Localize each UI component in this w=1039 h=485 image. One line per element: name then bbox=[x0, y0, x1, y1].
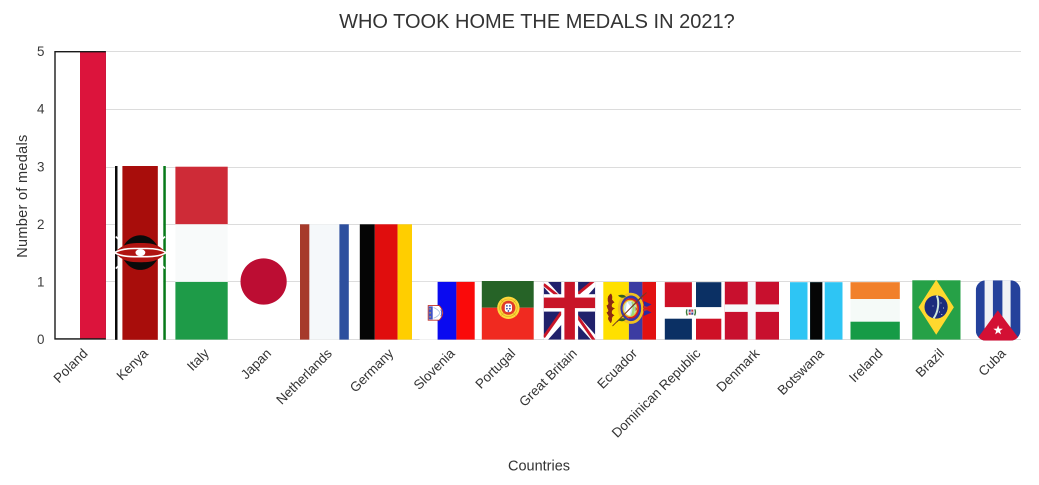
svg-text:Number of medals: Number of medals bbox=[15, 134, 31, 257]
svg-text:5: 5 bbox=[37, 44, 44, 59]
svg-text:2: 2 bbox=[37, 217, 44, 232]
svg-text:3: 3 bbox=[37, 159, 44, 174]
svg-text:4: 4 bbox=[37, 102, 45, 117]
svg-text:1: 1 bbox=[37, 275, 44, 290]
svg-text:Countries: Countries bbox=[508, 458, 570, 474]
svg-text:0: 0 bbox=[37, 332, 44, 347]
svg-text:WHO TOOK HOME THE MEDALS IN 20: WHO TOOK HOME THE MEDALS IN 2021? bbox=[339, 11, 735, 33]
